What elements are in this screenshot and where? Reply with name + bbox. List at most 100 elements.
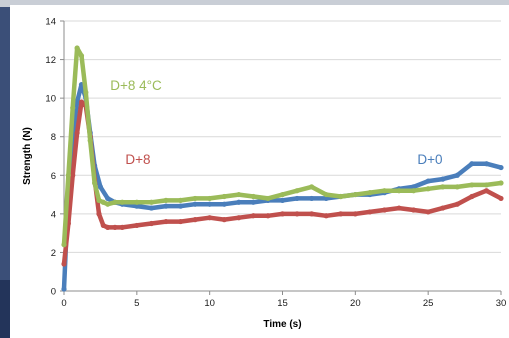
data-point-d-8-4-c	[250, 193, 256, 200]
data-point-d-8	[177, 218, 184, 225]
data-point-d-8-4-c	[381, 188, 388, 194]
data-point-d-0	[323, 195, 329, 202]
data-point-d-8-4-c	[425, 186, 431, 192]
slide-corner-panel	[0, 280, 12, 338]
data-point-d-8	[498, 195, 504, 202]
data-point-d-8	[469, 193, 475, 200]
data-point-d-8	[119, 224, 125, 230]
data-point-d-8-4-c	[352, 191, 358, 198]
data-point-d-8	[105, 224, 111, 230]
data-point-d-0	[236, 199, 242, 205]
data-point-d-8-4-c	[454, 184, 460, 190]
data-point-d-8-4-c	[236, 191, 242, 198]
data-point-d-0	[221, 201, 227, 207]
data-point-d-8	[381, 207, 388, 213]
data-point-d-8-4-c	[469, 182, 475, 188]
data-point-d-0	[454, 172, 460, 178]
data-point-d-0	[309, 195, 315, 202]
data-point-d-0	[250, 199, 256, 205]
data-point-d-8-4-c	[279, 191, 286, 198]
data-point-d-8-4-c	[112, 199, 118, 205]
series-label-d-8-4-c: D+8 4°C	[110, 78, 162, 93]
data-point-d-0	[97, 184, 104, 190]
data-point-d-8-4-c	[83, 89, 89, 95]
x-tick-label: 30	[496, 298, 507, 309]
data-point-d-8	[74, 130, 80, 136]
data-point-d-8-4-c	[78, 53, 85, 59]
data-point-d-0	[134, 203, 140, 209]
data-point-d-8	[250, 213, 256, 219]
data-point-d-8	[96, 211, 102, 217]
data-point-d-8-4-c	[338, 193, 344, 200]
series-label-layer: D+0 D+8 D+8 4°C	[110, 78, 442, 167]
x-axis-title: Time (s)	[263, 319, 301, 330]
data-point-d-8-4-c	[483, 182, 490, 188]
x-tick-label: 10	[204, 298, 215, 309]
data-point-d-8	[483, 188, 490, 194]
data-point-d-0	[148, 205, 154, 211]
data-point-d-0	[74, 99, 80, 105]
y-tick-label: 10	[45, 94, 56, 105]
data-point-d-0	[498, 164, 504, 171]
data-point-d-8	[279, 211, 286, 217]
data-point-d-8	[425, 209, 431, 215]
data-point-d-8-4-c	[411, 188, 417, 194]
data-point-d-8-4-c	[105, 201, 111, 207]
data-point-d-8-4-c	[134, 199, 140, 205]
data-point-d-8	[163, 218, 169, 225]
data-point-d-8-4-c	[91, 180, 98, 186]
data-point-d-8	[338, 211, 344, 217]
y-tick-label: 4	[51, 209, 56, 220]
data-point-d-8	[78, 99, 85, 105]
y-tick-label: 6	[51, 171, 56, 182]
data-point-d-8-4-c	[221, 193, 227, 200]
data-point-d-8	[367, 209, 373, 215]
data-point-d-8-4-c	[323, 191, 329, 198]
data-point-d-8	[70, 172, 76, 178]
data-point-d-8	[323, 213, 329, 219]
chart-card: 0 2 4 6 8 10 12 14 0 5 10 15 20 25 30 D+0 D+8 D+8 4°C Ti…	[10, 5, 509, 338]
data-point-d-8-4-c	[70, 105, 76, 111]
x-tick-label: 0	[61, 298, 66, 309]
data-point-d-8-4-c	[498, 180, 504, 186]
data-point-d-8-4-c	[163, 197, 169, 203]
y-tick-label: 2	[51, 248, 56, 259]
y-tick-label: 8	[51, 132, 56, 143]
data-point-d-8-4-c	[177, 197, 184, 203]
series-label-d-8: D+8	[125, 152, 150, 167]
data-point-d-8	[61, 261, 67, 267]
data-point-d-8-4-c	[65, 172, 71, 178]
data-point-d-8-4-c	[367, 190, 373, 196]
data-point-d-8	[236, 215, 242, 221]
data-point-d-8	[396, 205, 402, 211]
data-point-d-8	[148, 220, 154, 227]
y-tick-label: 12	[45, 55, 56, 66]
data-point-d-8	[454, 201, 460, 207]
data-point-d-8	[112, 224, 118, 230]
data-point-d-8	[265, 213, 271, 219]
x-tick-label: 15	[277, 298, 288, 309]
data-point-d-0	[207, 201, 213, 207]
data-point-d-8	[352, 211, 358, 217]
x-tick-label: 5	[134, 298, 139, 309]
series-label-d-0: D+0	[417, 152, 442, 167]
data-point-d-0	[177, 203, 184, 209]
y-tick-label: 0	[51, 287, 56, 298]
series-layer	[61, 45, 504, 292]
data-point-d-0	[61, 286, 67, 292]
data-point-d-8-4-c	[96, 197, 102, 203]
data-point-d-8	[192, 217, 198, 223]
data-point-d-0	[411, 184, 417, 190]
data-point-d-8-4-c	[119, 199, 125, 205]
data-point-d-8-4-c	[440, 184, 446, 190]
data-point-d-8-4-c	[61, 242, 67, 248]
data-point-d-8	[411, 207, 417, 213]
data-point-d-0	[425, 178, 431, 184]
slide-top-strip	[0, 0, 509, 7]
data-point-d-8-4-c	[207, 195, 213, 202]
x-tick-label: 20	[350, 298, 361, 309]
data-point-d-8-4-c	[396, 188, 402, 194]
data-point-d-0	[294, 195, 300, 202]
data-point-d-8-4-c	[192, 195, 198, 202]
